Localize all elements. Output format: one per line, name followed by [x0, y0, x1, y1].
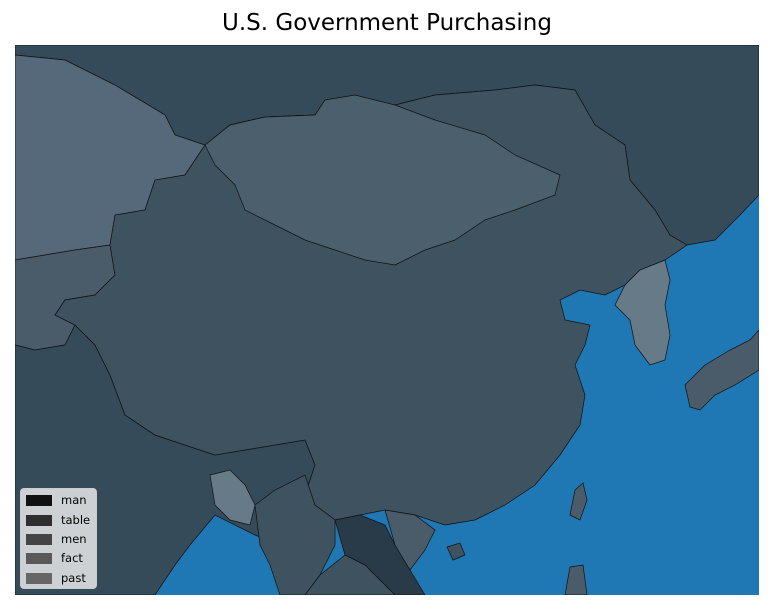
region-thailand [304, 554, 396, 595]
legend-swatch [26, 494, 52, 506]
region-bangladesh [209, 469, 256, 526]
legend: man table men fact past [20, 488, 97, 589]
legend-label: fact [61, 551, 83, 565]
map-title: U.S. Government Purchasing [222, 10, 552, 36]
region-vietnam [384, 509, 436, 571]
region-myanmar [254, 474, 336, 595]
legend-item: man [26, 493, 87, 507]
legend-label: men [61, 532, 87, 546]
map-canvas [15, 45, 759, 595]
legend-item: fact [26, 551, 83, 565]
legend-item: table [26, 513, 90, 527]
region-mongolia [204, 94, 561, 266]
region-korea [614, 259, 671, 366]
legend-swatch [26, 572, 52, 584]
region-japan [684, 329, 759, 411]
legend-label: table [61, 513, 91, 527]
legend-swatch [26, 552, 52, 564]
legend-swatch [26, 533, 52, 545]
legend-item: past [26, 571, 86, 585]
legend-swatch [26, 514, 52, 526]
region-philippines [564, 564, 588, 595]
legend-item: men [26, 532, 87, 546]
legend-label: past [61, 571, 86, 585]
legend-label: man [61, 493, 87, 507]
region-hainan [446, 542, 466, 561]
region-taiwan [569, 482, 588, 521]
